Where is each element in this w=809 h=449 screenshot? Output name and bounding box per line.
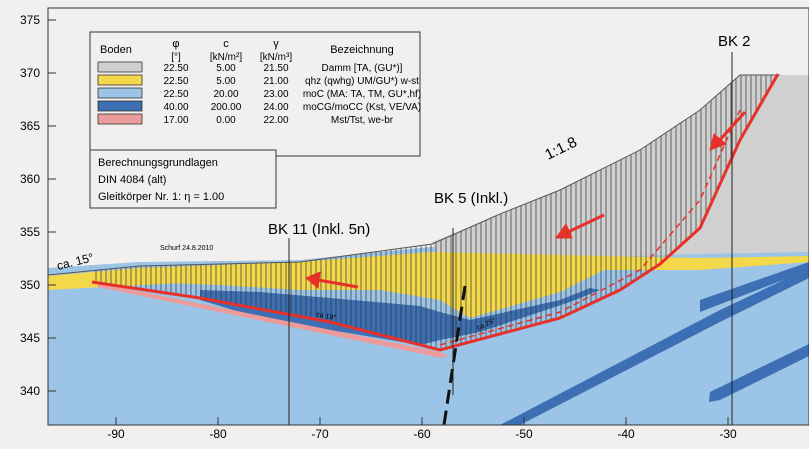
legend-swatch — [97, 100, 143, 112]
layer-mocg-band-2 — [709, 344, 809, 402]
embankment-surface — [47, 74, 780, 276]
legend-c: 5.00 — [216, 63, 236, 74]
label-bk5: BK 5 (Inkl.) — [434, 190, 508, 207]
legend-c: 5.00 — [216, 76, 236, 87]
calc-line-1: Berechnungsgrundlagen — [98, 157, 218, 169]
x-tick-label: -50 — [515, 427, 533, 441]
x-tick-label: -90 — [107, 427, 125, 441]
x-axis: -90 -80 -70 -60 -50 -40 -30 — [107, 417, 737, 441]
legend-c: 200.00 — [211, 102, 242, 113]
calc-line-3: Gleitkörper Nr. 1: η = 1.00 — [98, 191, 224, 203]
x-tick-label: -40 — [617, 427, 635, 441]
legend-swatch — [97, 61, 143, 73]
layer-mocg-band-3 — [700, 262, 809, 312]
legend-gamma: 23.00 — [263, 89, 288, 100]
legend-swatch — [97, 74, 143, 86]
calc-line-2: DIN 4084 (alt) — [98, 174, 166, 186]
x-tick-label: -60 — [413, 427, 431, 441]
legend-name: Damm [TA, (GU*)] — [322, 63, 403, 74]
legend-gamma: 22.00 — [263, 115, 288, 126]
legend-phi: 22.50 — [163, 76, 188, 87]
layer-mocg-trench — [200, 288, 600, 345]
y-axis: 375 370 365 360 355 350 345 340 — [20, 13, 56, 398]
legend-phi: 22.50 — [163, 89, 188, 100]
y-tick-label: 360 — [20, 172, 40, 186]
legend-name: moC (MA: TA, TM, GU*,hf) — [303, 89, 421, 100]
x-tick-label: -70 — [311, 427, 329, 441]
legend-c: 0.00 — [216, 115, 236, 126]
legend-name: qhz (qwhg) UM/GU*) w-st — [305, 76, 419, 87]
failure-surface — [91, 73, 780, 352]
layer-qhz — [48, 252, 809, 290]
label-bk11: BK 11 (Inkl. 5n) — [268, 221, 370, 238]
label-schurf: Schurf 24.8.2010 — [160, 245, 213, 252]
y-tick-label: 370 — [20, 66, 40, 80]
legend-header-c: c — [223, 38, 229, 50]
label-bk2: BK 2 — [718, 33, 751, 50]
legend-phi: 40.00 — [163, 102, 188, 113]
legend-gamma: 21.50 — [263, 63, 288, 74]
legend-c: 20.00 — [213, 89, 238, 100]
y-tick-label: 365 — [20, 119, 40, 133]
legend-header-phi-unit: [°] — [171, 52, 181, 63]
movement-arrows — [305, 110, 747, 289]
y-tick-label: 345 — [20, 331, 40, 345]
y-tick-label: 375 — [20, 13, 40, 27]
plot-frame — [47, 7, 809, 426]
legend-phi: 22.50 — [163, 63, 188, 74]
inclinometer-line — [442, 285, 467, 426]
legend-name: moCG/moCC (Kst, VE/VA) — [303, 102, 421, 113]
failure-surface-dashed — [439, 109, 741, 346]
y-tick-label: 350 — [20, 278, 40, 292]
y-tick-label: 340 — [20, 384, 40, 398]
layer-mst — [98, 283, 448, 358]
legend: Boden φ [°] c [kN/m²] γ [kN/m³] Bezeichn… — [89, 31, 421, 157]
legend-header-boden: Boden — [100, 44, 132, 56]
legend-phi: 17.00 — [163, 115, 188, 126]
layer-qhz-trench — [140, 254, 620, 318]
legend-swatch — [97, 87, 143, 99]
legend-header-gamma-unit: [kN/m³] — [260, 52, 292, 63]
legend-gamma: 24.00 — [263, 102, 288, 113]
legend-header-c-unit: [kN/m²] — [210, 52, 242, 63]
legend-name: Mst/Tst, we-br — [331, 115, 394, 126]
legend-gamma: 21.00 — [263, 76, 288, 87]
x-tick-label: -30 — [719, 427, 737, 441]
x-tick-label: -80 — [209, 427, 227, 441]
calc-box: Berechnungsgrundlagen DIN 4084 (alt) Gle… — [89, 149, 277, 209]
legend-header-bezeichnung: Bezeichnung — [330, 44, 394, 56]
y-tick-label: 355 — [20, 225, 40, 239]
legend-header-phi: φ — [172, 38, 179, 50]
legend-header-gamma: γ — [273, 38, 279, 50]
legend-swatch — [97, 113, 143, 125]
